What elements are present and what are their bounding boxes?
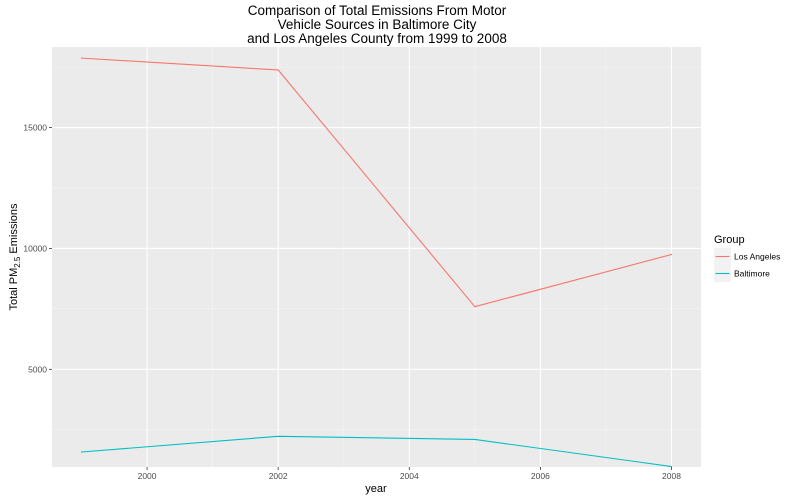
x-tick-label: 2008 [662, 471, 681, 481]
data-series [80, 57, 673, 468]
data-point-los-angeles [277, 69, 279, 71]
y-axis-ticks: 5000 10000 15000 [23, 123, 52, 374]
legend-title: Group [714, 234, 745, 246]
chart-title: Comparison of Total Emissions From Motor… [247, 3, 507, 46]
data-point-baltimore [670, 465, 673, 468]
data-point-baltimore [277, 435, 279, 437]
grid-lines [52, 47, 701, 467]
x-tick-label: 2000 [138, 471, 157, 481]
title-line-3: and Los Angeles County from 1999 to 2008 [247, 31, 507, 46]
x-tick-label: 2002 [269, 471, 288, 481]
data-point-los-angeles [80, 57, 83, 59]
x-axis-ticks: 2000 2002 2004 2006 2008 [138, 467, 681, 481]
x-tick-label: 2004 [400, 471, 419, 481]
y-tick-label: 15000 [23, 123, 47, 133]
plot-panel [52, 47, 701, 467]
data-point-los-angeles [670, 253, 673, 256]
data-point-baltimore [80, 451, 83, 453]
legend-label: Baltimore [734, 269, 770, 279]
y-axis-title-subscript: 2.5 [13, 256, 22, 268]
title-line-2: Vehicle Sources in Baltimore City [278, 17, 477, 32]
legend: Group Los Angeles Baltimore [714, 234, 780, 282]
y-axis-title-prefix: Total PM [8, 268, 20, 311]
y-axis-title: Total PM2.5 Emissions [8, 203, 22, 311]
legend-label: Los Angeles [734, 252, 780, 262]
x-tick-label: 2006 [531, 471, 550, 481]
data-point-baltimore [474, 438, 476, 441]
x-axis-title: year [365, 483, 387, 495]
series-line-baltimore [81, 435, 672, 468]
title-line-1: Comparison of Total Emissions From Motor [248, 3, 507, 18]
series-line-los-angeles [81, 57, 672, 308]
y-tick-label: 10000 [23, 243, 47, 253]
y-axis-title-suffix: Emissions [8, 203, 20, 257]
y-tick-label: 5000 [28, 364, 47, 374]
data-point-los-angeles [474, 306, 476, 308]
legend-items: Los Angeles Baltimore [714, 248, 780, 282]
